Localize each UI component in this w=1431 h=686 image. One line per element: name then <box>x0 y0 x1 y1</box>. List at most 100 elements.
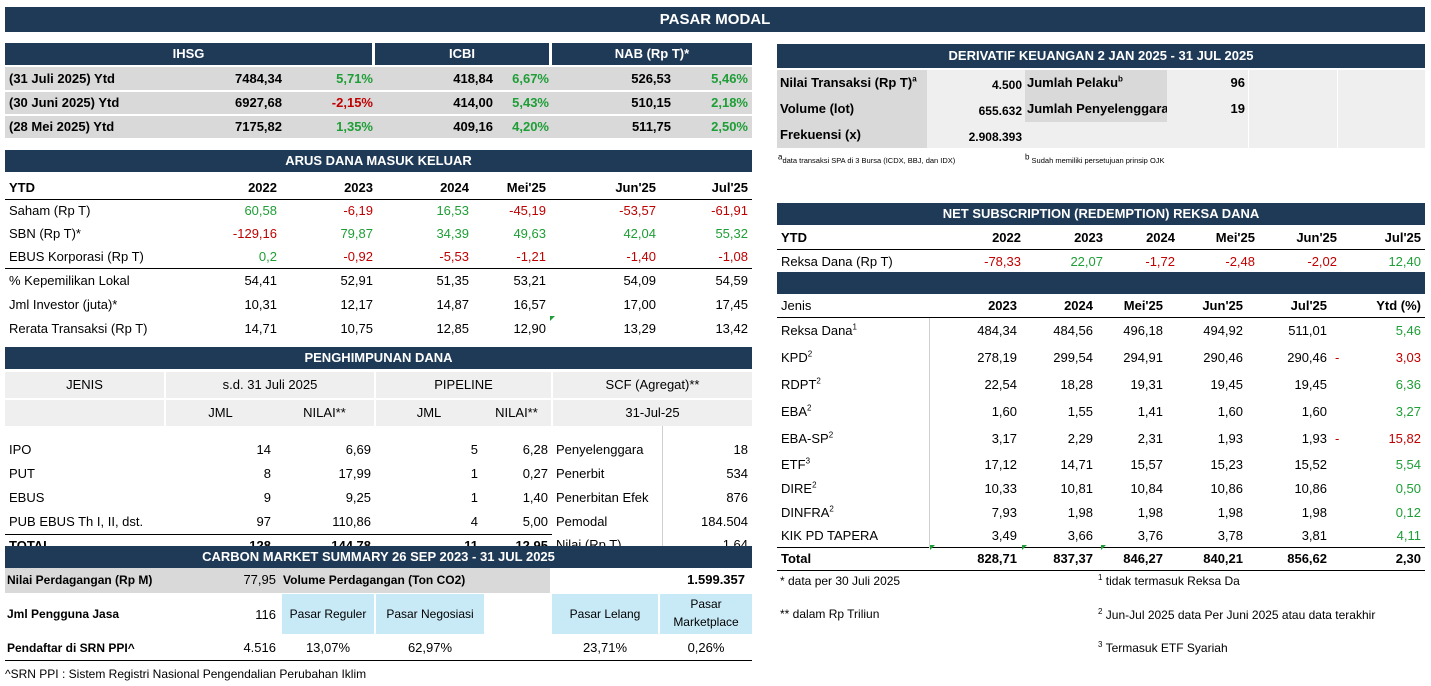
rd-header-col: Mei'25 <box>1179 227 1259 250</box>
deriv-nilai-value: 4.500 <box>991 78 1022 92</box>
rd-jenis-label: ETF3 <box>777 452 930 477</box>
market-row-label: (30 Juni 2025) Ytd <box>5 90 210 115</box>
fund-cell: 6,69 <box>345 442 371 457</box>
fund-cell: 17,99 <box>338 466 371 481</box>
rd-jenis-cell: 22,54 <box>984 377 1017 392</box>
rd-jenis-row: DIRE2 10,33 10,81 10,84 10,86 10,86 0,50 <box>777 476 1425 501</box>
rd-row: Reksa Dana (Rp T) -78,33 22,07 -1,72 -2,… <box>777 250 1425 274</box>
ihsg-value: 7484,34 <box>235 70 282 86</box>
rd-jenis-sup: 2 <box>816 376 821 386</box>
rd-jenis-neg: - <box>1335 431 1340 446</box>
rd-jenis-neg <box>1331 399 1347 426</box>
carbon-pengguna-label: Jml Pengguna Jasa <box>7 607 120 621</box>
rd-jenis-neg <box>1331 501 1347 525</box>
fund-cell: 110,86 <box>332 513 371 529</box>
pasar-reguler-header <box>282 594 374 634</box>
flow-row-label: Rerata Transaksi (Rp T) <box>9 320 148 336</box>
rd-header-ytd: YTD <box>777 227 925 250</box>
flow-row: EBUS Korporasi (Rp T) 0,2 -0,92 -5,53 -1… <box>5 245 752 269</box>
rd-jenis-header: 2023 <box>929 295 1021 318</box>
flow-cell: 49,63 <box>513 226 546 241</box>
ihsg-value: 7175,82 <box>210 114 286 138</box>
rd-header-col: 2023 <box>1025 227 1107 250</box>
carbon-reguler-pct: 13,07% <box>305 640 351 655</box>
note-data-per: * data per 30 Juli 2025 <box>780 574 901 588</box>
rd-jenis-cell: 2,29 <box>1067 431 1093 446</box>
ihsg-pct: -2,15% <box>286 90 377 115</box>
deriv-volume-value: 655.632 <box>978 104 1022 118</box>
rd-jenis-header: Jenis <box>777 295 929 318</box>
carbon-nilai-bg <box>5 568 550 593</box>
footnote-1-text: tidak termasuk Reksa Da <box>1105 574 1240 588</box>
fund-cell: 1 <box>470 490 478 505</box>
rd-jenis-sup: 2 <box>807 349 813 359</box>
flow-cell: -45,19 <box>509 203 546 219</box>
carbon-pendaftar-value: 4.516 <box>243 640 276 655</box>
scf-label: Penerbit <box>552 462 663 486</box>
flow-cell: 12,90 <box>513 320 546 336</box>
footnote-2-text: Jun-Jul 2025 data Per Juni 2025 atau dat… <box>1105 608 1376 622</box>
rd-jenis-row: ETF3 17,12 14,71 15,57 15,23 15,52 5,54 <box>777 452 1425 477</box>
flow-cell: 54,41 <box>244 272 277 288</box>
rd-jenis-cell: 7,93 <box>991 504 1017 520</box>
carbon-volume-label: Volume Perdagangan (Ton CO2) <box>283 573 466 587</box>
rd-jenis-neg <box>1331 372 1347 399</box>
footnote-3: 3 Termasuk ETF Syariah <box>1098 641 1228 656</box>
rd-cell: -2,02 <box>1307 253 1337 269</box>
rd-jenis-sup: 2 <box>829 504 834 514</box>
flow-cell: 0,2 <box>205 245 281 269</box>
fund-subheader-date: 31-Jul-25 <box>552 398 753 426</box>
flow-row: Jml Investor (juta)* 10,31 12,17 14,87 1… <box>5 293 752 317</box>
pasar-marketplace-label-2: Marketplace <box>673 615 739 629</box>
flow-cell: 17,45 <box>715 296 748 312</box>
flow-row-label: SBN (Rp T)* <box>9 226 81 241</box>
fund-subheader-jml: JML <box>165 398 275 426</box>
fund-row-label: EBUS <box>9 490 45 505</box>
rd-jenis-sup: 3 <box>805 456 811 466</box>
flow-cell: 54,59 <box>715 272 748 288</box>
rd-cell: -1,72 <box>1145 253 1175 269</box>
rd-jenis-label-text: DIRE <box>781 480 813 496</box>
ihsg-value: 6927,68 <box>210 90 286 115</box>
rd-jenis-ytd: 4,11 <box>1396 527 1421 543</box>
rd-total-cell: 840,21 <box>1167 546 1247 571</box>
rd-jenis-cell: 299,54 <box>1053 350 1093 365</box>
carbon-volume-value: 1.599.357 <box>687 572 745 587</box>
fund-header-jenis: JENIS <box>5 372 166 399</box>
flow-row: % Kepemilikan Lokal 54,41 52,91 51,35 53… <box>5 269 752 293</box>
rd-jenis-cell: 1,98 <box>1137 504 1163 520</box>
ihsg-pct: 1,35% <box>286 114 377 138</box>
fund-spacer <box>5 426 752 438</box>
deriv-label-col-bg <box>777 70 927 148</box>
rd-jenis-cell: 290,46 <box>1203 350 1243 365</box>
pasar-lelang-header <box>552 594 658 634</box>
pasar-marketplace-label-1: Pasar <box>690 597 722 611</box>
rd-header-col: Jun'25 <box>1259 227 1341 250</box>
flow-row: Rerata Transaksi (Rp T) 14,71 10,75 12,8… <box>5 317 752 341</box>
fund-cell: 14 <box>256 442 271 457</box>
nab-pct: 2,18% <box>675 90 752 115</box>
rd-total-cell: 837,37 <box>1021 546 1097 571</box>
icbi-value: 418,84 <box>453 70 493 86</box>
deriv-frek-label: Frekuensi (x) <box>780 127 861 142</box>
rd-jenis-label: DINFRA2 <box>777 500 930 525</box>
scf-label: Pemodal <box>552 510 663 534</box>
comment-marker-icon <box>1101 545 1106 550</box>
fund-subheader-blank <box>5 398 166 426</box>
flow-cell: -53,57 <box>619 203 656 219</box>
carbon-nilai-label: Nilai Perdagangan (Rp M) <box>7 573 153 587</box>
rd-jenis-row: Reksa Dana1 484,34 484,56 496,18 494,92 … <box>777 317 1425 345</box>
note-rp-triliun: ** dalam Rp Triliun <box>780 607 880 621</box>
rd-jenis-header: Jul'25 <box>1247 295 1331 318</box>
rd-jenis-ytd: 3,27 <box>1395 404 1421 419</box>
rd-jenis-cell: 2,31 <box>1137 431 1163 446</box>
rd-jenis-label: KPD2 <box>777 344 930 372</box>
flow-cell: 13,29 <box>623 320 656 336</box>
flow-header-col: 2023 <box>344 180 373 195</box>
rd-jenis-ytd: 0,12 <box>1395 504 1421 520</box>
rd-jenis-row: RDPT2 22,54 18,28 19,31 19,45 19,45 6,36 <box>777 371 1425 399</box>
rd-jenis-row: EBA-SP2 3,17 2,29 2,31 1,93 1,93 - 15,82 <box>777 425 1425 453</box>
icbi-pct: 5,43% <box>497 90 553 115</box>
rd-jenis-cell: 494,92 <box>1203 323 1243 339</box>
fund-cell: 97 <box>256 513 271 529</box>
